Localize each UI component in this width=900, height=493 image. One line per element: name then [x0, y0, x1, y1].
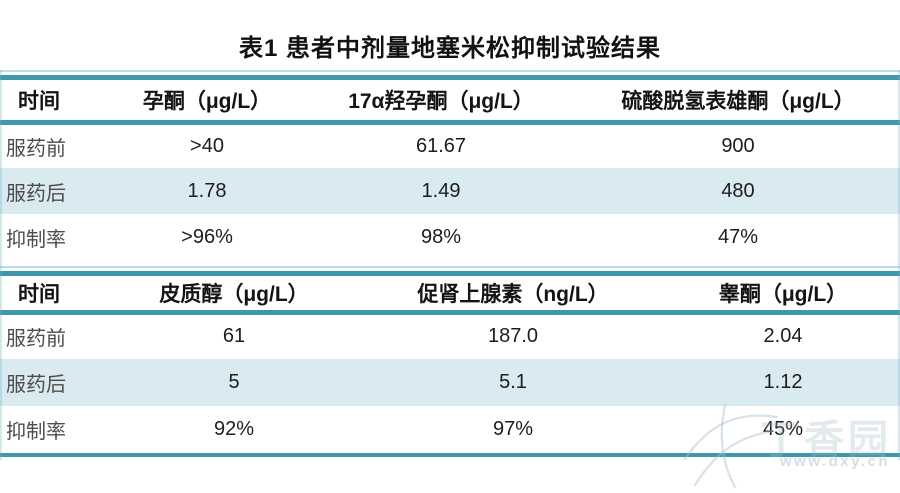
header-acth: 促肾上腺素（ng/L） [360, 276, 666, 315]
table-gap [0, 260, 900, 266]
row-label: 服药前 [6, 328, 66, 351]
value-cell: 47% [717, 225, 759, 248]
header-row: 时间 皮质醇（μg/L） 促肾上腺素（ng/L） 睾酮（μg/L） [0, 276, 900, 315]
table-left-edge [0, 70, 2, 460]
row-label: 服药后 [6, 182, 66, 205]
table-row-before-medication: 服药前 >40 61.67 900 [0, 122, 900, 168]
header-progesterone: 孕酮（μg/L） [108, 80, 306, 125]
top-thin-rule [0, 70, 900, 72]
suppression-test-table-2: 时间 皮质醇（μg/L） 促肾上腺素（ng/L） 睾酮（μg/L） 服药前 61… [0, 266, 900, 457]
row-label: 服药前 [6, 137, 66, 160]
rule-gap [0, 72, 900, 75]
header-cortisol: 皮质醇（μg/L） [108, 276, 360, 315]
value-cell: 2.04 [763, 325, 803, 348]
row-label: 抑制率 [6, 421, 66, 443]
value-cell: 5 [228, 371, 240, 393]
top-thin-rule [0, 266, 900, 268]
value-cell: 98% [420, 225, 462, 248]
row-label: 抑制率 [6, 228, 66, 251]
value-cell: 480 [721, 179, 755, 202]
value-cell: 5.1 [499, 371, 527, 393]
value-cell: 1.78 [187, 179, 227, 202]
table-row-suppression-rate: 抑制率 92% 97% 45% [0, 406, 900, 453]
header-dheas: 硫酸脱氢表雄酮（μg/L） [576, 80, 900, 125]
value-cell: >96% [181, 225, 233, 248]
table-row-before-medication: 服药前 61 187.0 2.04 [0, 312, 900, 359]
header-time: 时间 [0, 276, 108, 315]
rule-gap [0, 268, 900, 271]
top-thick-rule [0, 75, 900, 80]
table-right-edge [898, 70, 900, 460]
header-row: 时间 孕酮（μg/L） 17α羟孕酮（μg/L） 硫酸脱氢表雄酮（μg/L） [0, 80, 900, 125]
value-cell: 92% [213, 418, 255, 440]
value-cell: 1.49 [421, 179, 461, 202]
header-testosterone: 睾酮（μg/L） [666, 276, 900, 315]
value-cell: 61 [222, 325, 246, 348]
table-row-after-medication: 服药后 5 5.1 1.12 [0, 359, 900, 406]
suppression-test-table-1: 时间 孕酮（μg/L） 17α羟孕酮（μg/L） 硫酸脱氢表雄酮（μg/L） 服… [0, 70, 900, 260]
bottom-thick-rule [0, 453, 900, 457]
table-row-suppression-rate: 抑制率 >96% 98% 47% [0, 214, 900, 260]
top-thick-rule [0, 271, 900, 276]
value-cell: 1.12 [763, 371, 803, 393]
row-label: 服药后 [6, 374, 66, 396]
header-17a-hydroxyprogesterone: 17α羟孕酮（μg/L） [306, 80, 576, 125]
header-time: 时间 [0, 80, 108, 125]
value-cell: 900 [721, 134, 755, 157]
value-cell: 187.0 [487, 325, 539, 348]
value-cell: 61.67 [415, 134, 467, 157]
value-cell: >40 [190, 134, 224, 157]
table-title: 表1 患者中剂量地塞米松抑制试验结果 [238, 35, 661, 62]
value-cell: 45% [762, 418, 804, 440]
value-cell: 97% [492, 418, 534, 440]
table-row-after-medication: 服药后 1.78 1.49 480 [0, 168, 900, 214]
